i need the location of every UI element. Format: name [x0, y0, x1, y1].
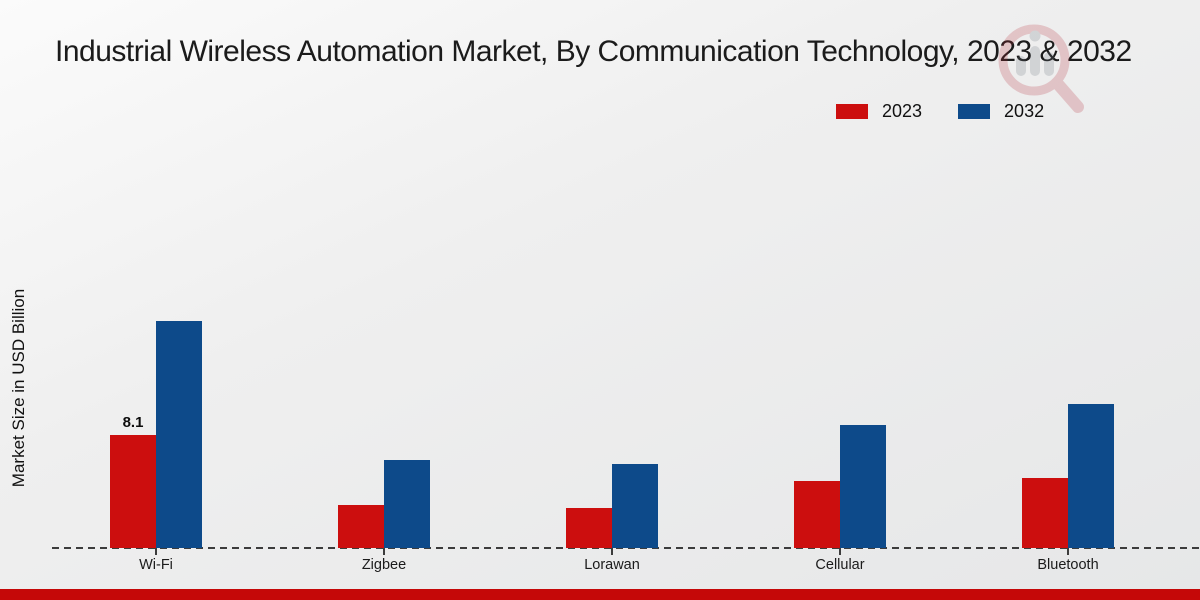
- chart-title: Industrial Wireless Automation Market, B…: [55, 35, 1132, 68]
- logo-watermark-icon: [998, 24, 1084, 113]
- bar-bluetooth-2032: [1068, 404, 1114, 548]
- bar-cellular-2023: [794, 481, 840, 548]
- x-label-cellular: Cellular: [815, 557, 865, 573]
- x-axis-baseline: [52, 547, 1200, 549]
- bar-zigbee-2023: [338, 505, 384, 548]
- legend: 2023 2032: [836, 101, 1044, 122]
- legend-label-2023: 2023: [882, 101, 923, 121]
- bar-bluetooth-2023: [1022, 478, 1068, 548]
- x-label-wi-fi: Wi-Fi: [139, 557, 173, 573]
- y-axis-label: Market Size in USD Billion: [9, 288, 28, 488]
- x-tick-zigbee: [383, 548, 385, 555]
- bar-zigbee-2032: [384, 460, 430, 548]
- legend-item-2032: 2032: [958, 101, 1044, 122]
- legend-label-2032: 2032: [1004, 101, 1045, 121]
- x-label-lorawan: Lorawan: [584, 557, 640, 573]
- legend-swatch-2023: [836, 104, 868, 119]
- x-label-zigbee: Zigbee: [361, 557, 407, 573]
- x-label-bluetooth: Bluetooth: [1037, 557, 1099, 573]
- x-tick-cellular: [839, 548, 841, 555]
- bar-wi-fi-2023: [110, 435, 156, 548]
- footer-accent-bar: [0, 589, 1200, 600]
- x-tick-wi-fi: [155, 548, 157, 555]
- bar-wi-fi-2032: [156, 321, 202, 548]
- x-tick-bluetooth: [1067, 548, 1069, 555]
- x-tick-lorawan: [611, 548, 613, 555]
- legend-item-2023: 2023: [836, 101, 922, 122]
- bar-cellular-2032: [840, 425, 886, 548]
- bar-lorawan-2032: [612, 464, 658, 548]
- legend-swatch-2032: [958, 104, 991, 119]
- value-label-wi-fi-2023: 8.1: [122, 414, 144, 431]
- bar-lorawan-2023: [566, 508, 612, 548]
